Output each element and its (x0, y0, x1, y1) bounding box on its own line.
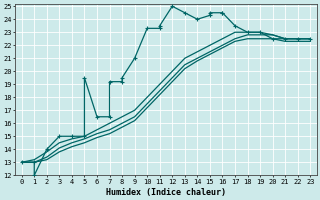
X-axis label: Humidex (Indice chaleur): Humidex (Indice chaleur) (106, 188, 226, 197)
